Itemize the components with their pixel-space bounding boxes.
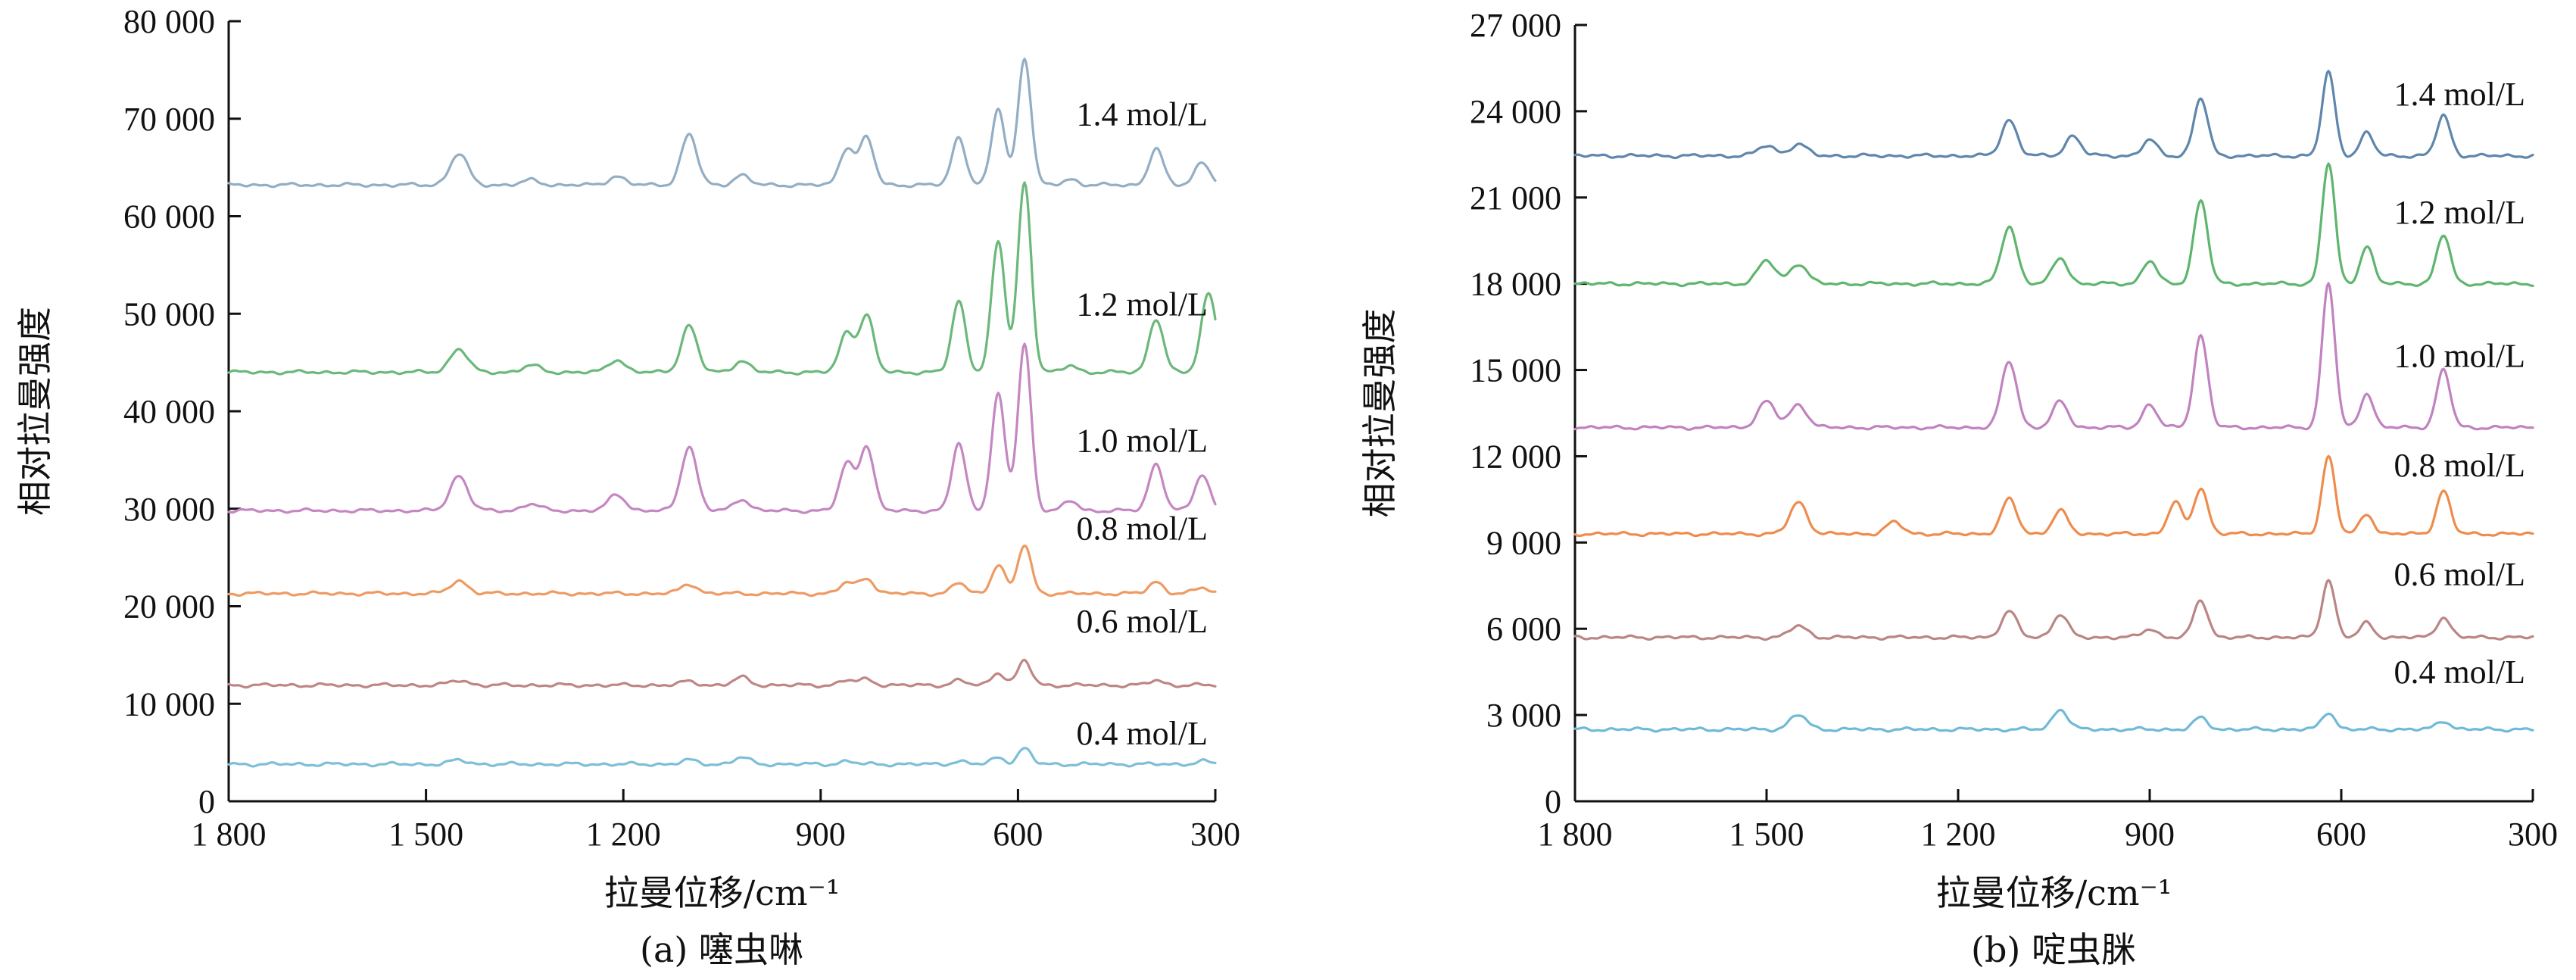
- series-line-b-5: [1573, 708, 2534, 733]
- series-label-a-5: 0.4 mol/L: [1076, 715, 1208, 752]
- y-tick-label-b: 27 000: [1470, 7, 1561, 44]
- series-label-b-4: 0.6 mol/L: [2394, 556, 2525, 593]
- series-label-a-0: 1.4 mol/L: [1076, 95, 1208, 133]
- caption-a: (a) 噻虫啉: [640, 929, 803, 970]
- y-tick-label-b: 6 000: [1486, 610, 1561, 648]
- series-line-a-2: [227, 342, 1217, 514]
- y-tick-label-b: 18 000: [1470, 266, 1561, 303]
- x-tick-label-b: 1 200: [1921, 816, 1996, 853]
- x-tick-label-a: 1 200: [586, 816, 661, 853]
- series-label-b-1: 1.2 mol/L: [2394, 194, 2525, 231]
- x-tick-label-b: 600: [2316, 816, 2366, 853]
- y-tick-label-b: 0: [1545, 783, 1561, 820]
- y-tick-label-a: 0: [198, 783, 215, 820]
- series-label-b-5: 0.4 mol/L: [2394, 654, 2525, 691]
- series-line-a-4: [227, 658, 1217, 689]
- series-label-a-4: 0.6 mol/L: [1076, 603, 1208, 640]
- series-line-b-1: [1573, 162, 2534, 288]
- y-tick-label-b: 15 000: [1470, 352, 1561, 389]
- x-tick-label-b: 1 800: [1538, 816, 1613, 853]
- series-line-b-4: [1573, 579, 2534, 641]
- x-tick-label-b: 900: [2125, 816, 2175, 853]
- y-axis-label-b: 相对拉曼强度: [1359, 309, 1400, 518]
- y-tick-label-b: 21 000: [1470, 179, 1561, 217]
- x-tick-label-a: 900: [796, 816, 846, 853]
- y-axis-label-a: 相对拉曼强度: [14, 307, 55, 516]
- chart-b-acetamiprid: 0 3 000 6 000 9 000 12 000 15 000 18 000 21 000…: [1359, 7, 2558, 970]
- x-tick-label-a: 1 800: [192, 816, 267, 853]
- series-label-a-1: 1.2 mol/L: [1076, 286, 1208, 323]
- y-tick-label-a: 30 000: [123, 491, 215, 528]
- series-label-b-2: 1.0 mol/L: [2394, 338, 2525, 375]
- series-label-b-3: 0.8 mol/L: [2394, 447, 2525, 484]
- x-tick-label-b: 1 500: [1729, 816, 1804, 853]
- series-line-a-1: [227, 181, 1217, 376]
- y-tick-label-a: 40 000: [123, 393, 215, 430]
- y-tick-label-a: 60 000: [123, 198, 215, 236]
- caption-b: (b) 啶虫脒: [1971, 929, 2136, 970]
- y-tick-label-b: 12 000: [1470, 438, 1561, 475]
- series-label-a-3: 0.8 mol/L: [1076, 510, 1208, 548]
- series-line-a-0: [227, 58, 1217, 189]
- y-tick-label-b: 9 000: [1486, 524, 1561, 561]
- series-label-a-2: 1.0 mol/L: [1076, 423, 1208, 460]
- series-line-a-5: [227, 747, 1217, 768]
- y-tick-label-b: 3 000: [1486, 697, 1561, 734]
- series-label-b-0: 1.4 mol/L: [2394, 76, 2525, 113]
- x-tick-label-a: 1 500: [388, 816, 463, 853]
- y-tick-label-a: 10 000: [123, 685, 215, 723]
- y-tick-label-a: 70 000: [123, 101, 215, 138]
- series-line-b-3: [1573, 454, 2534, 538]
- y-tick-label-a: 20 000: [123, 588, 215, 626]
- x-tick-label-a: 600: [993, 816, 1043, 853]
- y-tick-label-a: 50 000: [123, 295, 215, 332]
- x-axis-label-a: 拉曼位移/cm⁻¹: [604, 872, 840, 913]
- chart-a-thiacloprid: 0 10 000 20 000 30 000 40 000 50 000 60 000 70 …: [14, 3, 1240, 970]
- x-axis-label-b: 拉曼位移/cm⁻¹: [1936, 872, 2172, 913]
- series-line-b-2: [1573, 282, 2534, 431]
- x-tick-label-b: 300: [2508, 816, 2558, 853]
- series-line-b-0: [1573, 70, 2534, 160]
- y-tick-label-a: 80 000: [123, 3, 215, 40]
- x-tick-label-a: 300: [1190, 816, 1240, 853]
- y-tick-label-b: 24 000: [1470, 93, 1561, 130]
- series-line-a-3: [227, 544, 1217, 598]
